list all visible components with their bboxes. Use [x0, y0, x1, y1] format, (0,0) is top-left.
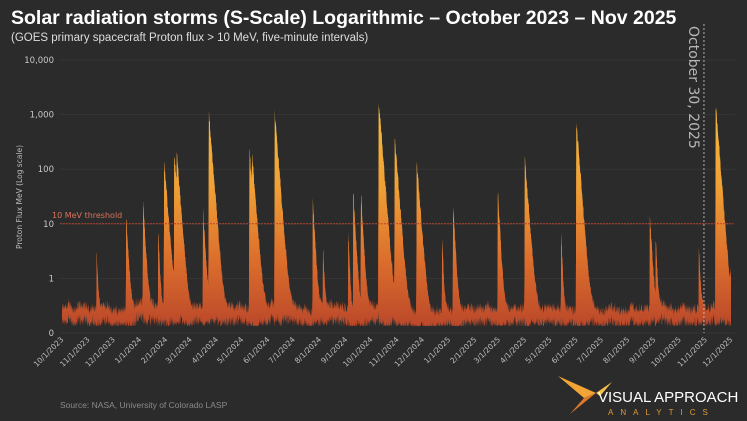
logo-text: VISUAL APPROACH — [598, 389, 738, 406]
y-axis-label: Proton Flux MeV (Log scale) — [15, 145, 24, 249]
radiation-storm-spike — [452, 207, 462, 326]
logo: VISUAL APPROACH ANALYTICS — [558, 376, 738, 417]
x-tick-label: 5/1/2024 — [215, 335, 245, 365]
date-marker-label: October 30, 2025 — [685, 26, 701, 149]
radiation-storm-spike — [95, 251, 103, 326]
threshold-label: 10 MeV threshold — [52, 211, 122, 220]
radiation-storm-spike — [698, 246, 705, 326]
x-tick-label: 1/1/2024 — [113, 335, 143, 365]
y-tick-label: 10,000 — [24, 56, 54, 66]
radiation-storm-spike — [125, 219, 135, 326]
radiation-storm-spike — [347, 193, 355, 326]
logo-subtext: ANALYTICS — [608, 408, 715, 417]
radiation-storm-spike — [142, 200, 152, 326]
y-axis-ticks: 0 1 10 100 1,000 10,000 — [24, 56, 54, 339]
radiation-storm-spike — [654, 240, 662, 326]
source-note: Source: NASA, University of Colorado LAS… — [60, 400, 228, 410]
x-axis-ticks: 10/1/202311/1/202312/1/20231/1/20242/1/2… — [32, 335, 735, 369]
y-tick-label: 1,000 — [30, 111, 54, 121]
radiation-storm-spike — [322, 250, 329, 326]
radiation-storm-spike — [714, 107, 727, 326]
x-tick-label: 8/1/2024 — [293, 335, 323, 365]
chart-subtitle: (GOES primary spacecraft Proton flux > 1… — [11, 32, 368, 44]
chart-title: Solar radiation storms (S-Scale) Logarit… — [11, 7, 677, 29]
x-tick-label: 1/1/2025 — [422, 335, 452, 365]
radiation-storm-spike — [176, 152, 189, 326]
y-tick-label: 0 — [49, 329, 54, 339]
y-tick-label: 100 — [38, 165, 54, 175]
x-tick-label: 7/1/2024 — [267, 335, 297, 365]
x-tick-label: 7/1/2025 — [575, 335, 605, 365]
radiation-storm-spike — [524, 156, 537, 326]
radiation-storm-spike — [729, 268, 731, 326]
y-tick-label: 10 — [43, 220, 54, 230]
y-tick-label: 1 — [49, 274, 54, 284]
radiation-storm-spike — [360, 194, 370, 326]
radiation-storm-spike — [497, 192, 507, 326]
radiation-storm-spike — [163, 157, 176, 326]
radiation-storm-spike — [157, 229, 164, 326]
radiation-storm-spike — [377, 103, 390, 326]
flux-series — [62, 103, 731, 326]
radiation-storm-spike — [312, 197, 322, 326]
radiation-storm-spike — [251, 154, 264, 326]
radiation-storm-spike — [352, 193, 362, 326]
logo-arrow-icon — [558, 376, 612, 414]
x-tick-label: 3/1/2024 — [164, 335, 194, 365]
radiation-storm-spike — [415, 162, 428, 326]
radiation-storm-spike — [441, 237, 448, 326]
x-tick-label: 5/1/2025 — [523, 335, 553, 365]
radiation-storm-spike — [274, 109, 287, 326]
radiation-storm-spike — [575, 122, 588, 326]
radiation-storm-spike — [208, 110, 221, 326]
x-tick-label: 8/1/2025 — [601, 335, 631, 365]
radiation-storm-spike — [560, 233, 567, 326]
radiation-storm-spike — [393, 138, 406, 326]
